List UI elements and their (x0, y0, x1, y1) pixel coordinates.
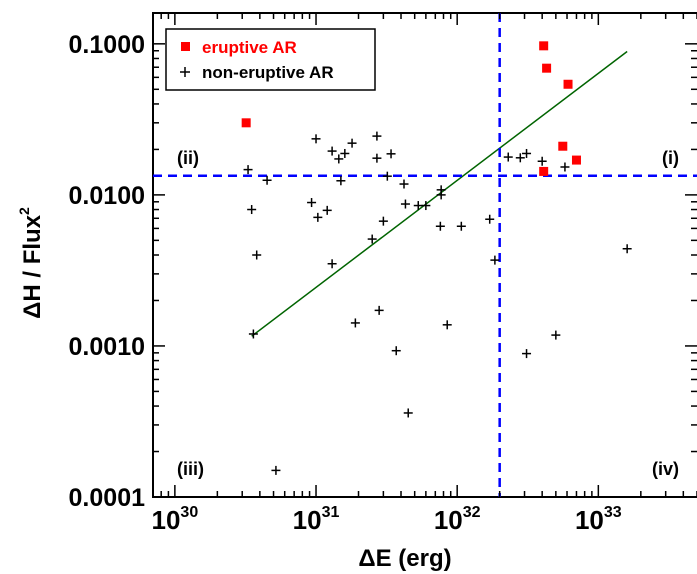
eruptive-point (539, 166, 549, 176)
x-tick-exponent: 31 (322, 504, 340, 521)
eruptive-point (558, 141, 568, 151)
eruptive-point (571, 155, 581, 165)
y-axis-label: ΔH / Flux2 (16, 207, 46, 319)
eruptive-point (563, 79, 573, 89)
non-eruptive-point (435, 221, 445, 231)
non-eruptive-point (560, 162, 570, 172)
non-eruptive-point (522, 148, 532, 158)
eruptive-point (542, 63, 552, 73)
data-points (241, 41, 632, 475)
x-axis-text: E (erg) (376, 545, 452, 572)
eruptive-point (539, 41, 549, 51)
non-eruptive-point (372, 131, 382, 141)
non-eruptive-point (271, 465, 281, 475)
non-eruptive-point (350, 318, 360, 328)
quadrant-label: (ii) (177, 148, 199, 168)
quadrant-label: (iv) (652, 459, 679, 479)
non-eruptive-point (262, 175, 272, 185)
x-axis-label: ΔE (erg) (358, 545, 451, 572)
non-eruptive-point (336, 176, 346, 186)
x-tick-label: 1031 (293, 504, 340, 535)
non-eruptive-point (403, 408, 413, 418)
x-tick-exponent: 33 (604, 504, 622, 521)
non-eruptive-point (340, 148, 350, 158)
non-eruptive-point (248, 329, 258, 339)
y-axis-superscript: 2 (16, 207, 32, 215)
x-axis-delta: Δ (358, 545, 375, 572)
non-eruptive-point (247, 205, 257, 215)
non-eruptive-point (522, 349, 532, 359)
non-eruptive-point (515, 153, 525, 163)
non-eruptive-point (334, 154, 344, 164)
non-eruptive-point (399, 179, 409, 189)
eruptive-point (241, 118, 251, 128)
axis-labels: ΔE (erg)ΔH / Flux2 (16, 207, 452, 572)
non-eruptive-point (243, 165, 253, 175)
non-eruptive-point (372, 153, 382, 163)
non-eruptive-point (442, 320, 452, 330)
quadrant-label: (i) (662, 148, 679, 168)
x-tick-base: 10 (434, 505, 463, 535)
non-eruptive-point (252, 250, 262, 260)
non-eruptive-point (622, 244, 632, 254)
threshold-lines (153, 13, 697, 497)
non-eruptive-point (421, 201, 431, 211)
x-tick-base: 10 (152, 505, 181, 535)
non-eruptive-point (374, 305, 384, 315)
y-tick-label: 0.0001 (69, 484, 146, 512)
non-eruptive-point (327, 259, 337, 269)
legend: eruptive AR non-eruptive AR (165, 28, 376, 91)
x-tick-exponent: 30 (180, 504, 198, 521)
y-tick-label: 0.0100 (69, 182, 145, 210)
non-eruptive-point (386, 149, 396, 159)
y-axis-delta: Δ (19, 302, 46, 319)
non-eruptive-point (378, 216, 388, 226)
non-eruptive-point (391, 346, 401, 356)
fit-line-layer (251, 50, 628, 337)
non-eruptive-point (307, 198, 317, 208)
legend-plus-marker (180, 67, 190, 77)
non-eruptive-point (551, 330, 561, 340)
y-tick-label: 0.1000 (69, 31, 145, 59)
x-tick-label: 1033 (575, 504, 622, 535)
x-tick-base: 10 (293, 505, 322, 535)
non-eruptive-point (313, 212, 323, 222)
legend-label-non-eruptive: non-eruptive AR (202, 63, 334, 82)
non-eruptive-point (382, 171, 392, 181)
x-tick-exponent: 32 (463, 504, 481, 521)
non-eruptive-point (347, 138, 357, 148)
non-eruptive-point (485, 214, 495, 224)
non-eruptive-point (456, 221, 466, 231)
non-eruptive-point (490, 255, 500, 265)
non-eruptive-point (400, 199, 410, 209)
quadrant-label: (iii) (177, 459, 204, 479)
non-eruptive-point (327, 146, 337, 156)
non-eruptive-point (311, 134, 321, 144)
quadrant-labels: (i) (ii) (iii) (iv) (177, 148, 679, 479)
non-eruptive-point (322, 205, 332, 215)
x-tick-label: 1030 (152, 504, 199, 535)
legend-square-marker (181, 42, 190, 51)
y-tick-label: 0.0010 (69, 333, 145, 361)
x-tick-base: 10 (575, 505, 604, 535)
legend-label-eruptive: eruptive AR (202, 38, 297, 57)
legend-box (165, 28, 376, 91)
x-tick-label: 1032 (434, 504, 481, 535)
non-eruptive-point (436, 190, 446, 200)
non-eruptive-point (537, 156, 547, 166)
y-axis-text: H / Flux (19, 214, 46, 301)
non-eruptive-point (413, 201, 423, 211)
fit-line (251, 50, 628, 337)
non-eruptive-point (367, 234, 377, 244)
non-eruptive-point (503, 152, 513, 162)
